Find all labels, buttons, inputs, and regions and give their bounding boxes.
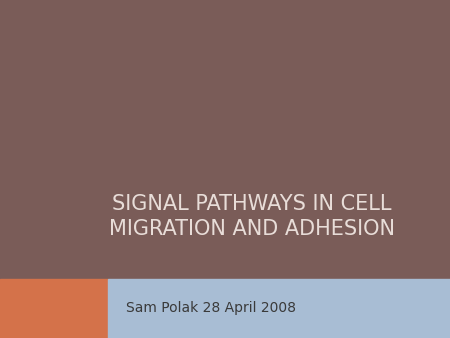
Text: SIGNAL PATHWAYS IN CELL
MIGRATION AND ADHESION: SIGNAL PATHWAYS IN CELL MIGRATION AND AD… xyxy=(109,194,395,239)
Bar xyxy=(0,279,108,338)
Text: Sam Polak 28 April 2008: Sam Polak 28 April 2008 xyxy=(126,301,296,315)
Bar xyxy=(108,279,450,338)
